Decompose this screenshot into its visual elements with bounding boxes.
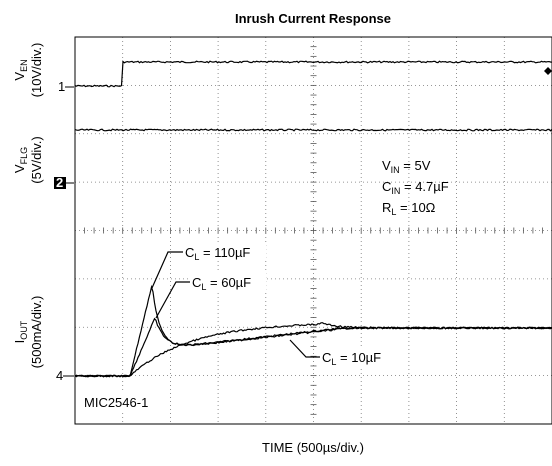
label-sub: FLG xyxy=(19,147,29,165)
label-main: V xyxy=(12,72,27,81)
cl-sub: L xyxy=(331,357,336,367)
leader xyxy=(155,281,190,319)
condition: CIN = 4.7µF xyxy=(382,179,449,196)
label-bg xyxy=(318,348,400,366)
label-bg xyxy=(190,273,266,291)
channel-marker: 2 xyxy=(56,175,63,190)
part-label: MIC2546-1 xyxy=(84,395,148,410)
cond-rest: = 10Ω xyxy=(396,200,435,215)
cl-rest: = 110µF xyxy=(199,245,250,260)
label-main: V xyxy=(12,164,27,173)
curve-label: CL = 10µF xyxy=(322,350,381,367)
cond-main: V xyxy=(382,158,391,173)
label-main: I xyxy=(12,340,27,344)
leader xyxy=(289,339,320,358)
curve-label: CL = 110µF xyxy=(185,245,250,262)
channel-marker: 4 xyxy=(56,368,63,383)
marker-box xyxy=(54,177,66,189)
y-label: VEN xyxy=(12,59,29,80)
y-label-unit: (500mA/div.) xyxy=(29,296,44,369)
cl-sub: L xyxy=(194,252,199,262)
cond-sub: IN xyxy=(391,186,400,196)
traces xyxy=(74,60,552,378)
condition: VIN = 5V xyxy=(382,158,431,175)
label-sub: EN xyxy=(19,59,29,72)
y-label: IOUT xyxy=(12,320,29,343)
trace-vflg xyxy=(74,128,552,132)
cond-rest: = 4.7µF xyxy=(400,179,448,194)
cond-rest: = 5V xyxy=(400,158,431,173)
label-bg xyxy=(182,243,266,261)
y-label-unit: (5V/div.) xyxy=(29,136,44,183)
y-label-unit: (10V/div.) xyxy=(29,43,44,98)
cl-main: C xyxy=(322,350,331,365)
label-bg xyxy=(80,393,156,411)
cond-main: C xyxy=(382,179,391,194)
trace-ven xyxy=(74,60,552,88)
cl-sub: L xyxy=(201,282,206,292)
grid xyxy=(74,36,552,424)
trigger-marker xyxy=(544,67,552,75)
curve-label: CL = 60µF xyxy=(192,275,251,292)
cl-main: C xyxy=(192,275,201,290)
y-label: VFLG xyxy=(12,147,29,173)
label-sub: OUT xyxy=(19,320,29,340)
cl-rest: = 60µF xyxy=(206,275,251,290)
leader xyxy=(151,251,183,289)
cond-sub: IN xyxy=(391,165,400,175)
cl-main: C xyxy=(185,245,194,260)
chart-title: Inrush Current Response xyxy=(235,11,391,26)
y-label-vflg: VFLG (5V/div.) xyxy=(12,136,44,183)
trace-iout-10 xyxy=(74,322,552,378)
cond-sub: L xyxy=(391,207,396,217)
cl-rest: = 10µF xyxy=(336,350,381,365)
channel-marker: 1 xyxy=(58,79,65,94)
y-label-ven: VEN (10V/div.) xyxy=(12,43,44,98)
y-label-iout: IOUT (500mA/div.) xyxy=(12,296,44,369)
plot-frame xyxy=(74,36,552,425)
cond-main: R xyxy=(382,200,391,215)
x-axis-label: TIME (500µs/div.) xyxy=(262,440,364,455)
condition: RL = 10Ω xyxy=(382,200,436,217)
